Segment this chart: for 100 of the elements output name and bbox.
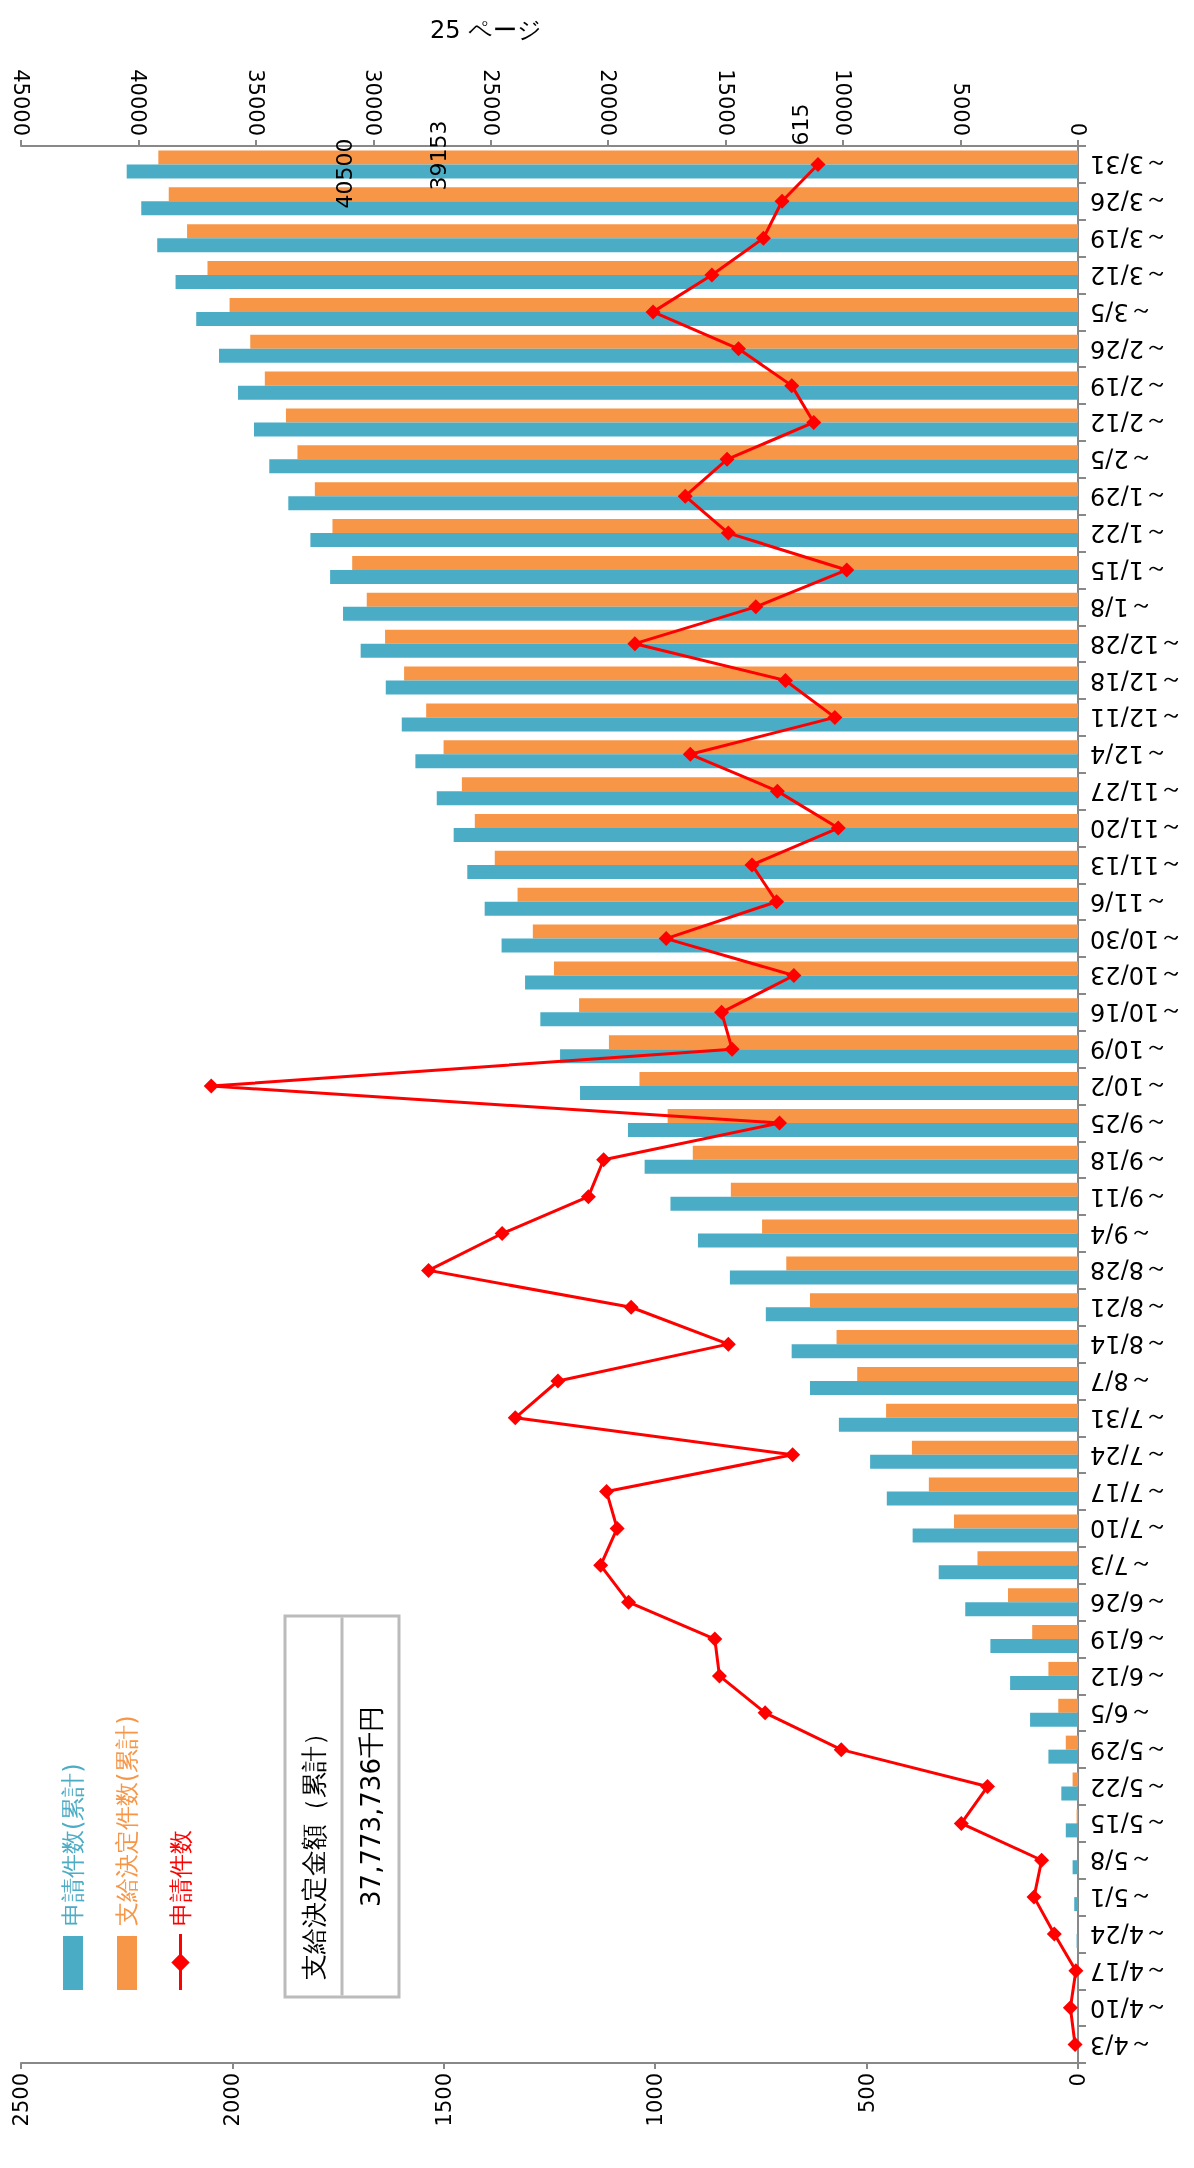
y-tick-label: ～10/16 (1090, 998, 1184, 1027)
point (786, 967, 802, 983)
point (772, 1115, 787, 1131)
y-tick-label: ～7/24 (1090, 1440, 1168, 1469)
point (707, 1631, 723, 1647)
x2-tick-label: 30000 (361, 69, 386, 136)
x2-tick-label: 10000 (831, 69, 856, 136)
y-tick-label: ～11/20 (1090, 814, 1184, 843)
x2-tick-label: 40000 (126, 69, 151, 136)
y-tick-label: ～1/8 (1090, 592, 1153, 621)
point (580, 1189, 596, 1205)
y-tick-label: ～7/3 (1090, 1551, 1153, 1580)
point (953, 1815, 969, 1831)
point (810, 156, 826, 172)
y-tick-label: ～11/13 (1090, 850, 1184, 879)
data-label: 39153 (425, 120, 451, 191)
x2-tick-label: 5000 (948, 82, 973, 136)
y-tick-label: ～3/26 (1090, 187, 1168, 216)
point (599, 1484, 615, 1500)
point (719, 451, 735, 467)
point (748, 599, 764, 615)
x-tick-label: 2500 (9, 2073, 33, 2127)
point (730, 341, 746, 357)
point (609, 1520, 625, 1536)
y-tick-label: ～12/4 (1090, 740, 1168, 769)
text: 25 ページ (430, 15, 543, 46)
y-tick-label: ～6/5 (1090, 1698, 1153, 1727)
point (593, 1557, 609, 1573)
point (839, 562, 855, 578)
annotation: 37,773,736千円 (340, 1617, 398, 1996)
point (757, 1705, 773, 1721)
y-tick-label: ～4/10 (1090, 1993, 1168, 2022)
y-tick-label: ～12/11 (1090, 703, 1184, 732)
point (1067, 2037, 1083, 2053)
point (1068, 1963, 1084, 1979)
y-tick-label: ～2/12 (1090, 408, 1168, 437)
point (507, 1410, 523, 1426)
x2-tick-label: 35000 (243, 69, 268, 136)
point (1046, 1926, 1062, 1942)
point (744, 857, 760, 873)
y-tick-label: ～1/15 (1090, 555, 1168, 584)
y-tick-label: ～4/3 (1090, 2030, 1153, 2059)
point (720, 525, 736, 541)
y-tick-label: ～5/1 (1090, 1883, 1153, 1912)
y-tick-label: ～8/21 (1090, 1293, 1168, 1322)
y-tick-label: ～7/10 (1090, 1514, 1168, 1543)
point (203, 1078, 219, 1094)
y-tick-label: ～10/30 (1090, 924, 1184, 953)
point (830, 820, 846, 836)
y-tick-label: ～9/4 (1090, 1219, 1153, 1248)
point (833, 1742, 849, 1758)
y-tick-label: ～6/12 (1090, 1661, 1168, 1690)
point (645, 304, 661, 320)
point (627, 636, 643, 652)
x2-tick-label: 15000 (713, 69, 738, 136)
x-tick-label: 1500 (431, 2073, 456, 2127)
x-tick-label: 500 (854, 2073, 879, 2114)
y-tick-label: ～8/14 (1090, 1330, 1168, 1359)
y-tick-label: ～6/19 (1090, 1625, 1168, 1654)
point (777, 673, 793, 689)
point (623, 1299, 639, 1315)
y-tick-label: ～2/5 (1090, 445, 1153, 474)
text: 申請件数(累計) (58, 1763, 88, 1926)
point (714, 1004, 730, 1020)
point (1026, 1889, 1042, 1905)
y-tick-label: ～5/15 (1090, 1809, 1168, 1838)
point (720, 1336, 736, 1352)
y-tick-label: ～5/8 (1090, 1846, 1153, 1875)
point (596, 1152, 612, 1168)
point (704, 267, 720, 283)
y-tick-label: ～8/7 (1090, 1366, 1153, 1395)
y-tick-label: ～4/17 (1090, 1956, 1168, 1985)
y-tick-label: ～11/6 (1090, 887, 1168, 916)
y-tick-label: ～12/28 (1090, 629, 1184, 658)
y-tick-label: ～3/31 (1090, 150, 1168, 179)
x2-tick-label: 25000 (478, 69, 503, 136)
y-tick-label: ～1/22 (1090, 519, 1168, 548)
y-tick-label: ～1/29 (1090, 482, 1168, 511)
y-tick-label: ～3/5 (1090, 297, 1153, 326)
point (1034, 1852, 1050, 1868)
point (658, 931, 674, 947)
data-label: 615 (788, 103, 814, 146)
point (785, 1447, 801, 1463)
text: 支給決定件数(累計) (112, 1715, 142, 1926)
y-tick-label: ～4/24 (1090, 1919, 1168, 1948)
point (1062, 2000, 1078, 2016)
x2-tick-label: 20000 (596, 69, 621, 136)
point (784, 378, 800, 394)
y-tick-label: ～10/2 (1090, 1072, 1168, 1101)
y-tick-label: ～9/25 (1090, 1108, 1168, 1137)
y-tick-label: ～5/22 (1090, 1772, 1168, 1801)
point (755, 230, 771, 246)
y-tick-label: ～8/28 (1090, 1256, 1168, 1285)
point (774, 193, 790, 209)
y-tick-label: ～7/31 (1090, 1403, 1168, 1432)
point (827, 709, 843, 725)
y-tick-label: ～2/19 (1090, 371, 1168, 400)
y-tick-label: ～7/17 (1090, 1477, 1168, 1506)
point (980, 1779, 996, 1795)
annotation: 支給決定金額（累計） (297, 1718, 330, 1982)
